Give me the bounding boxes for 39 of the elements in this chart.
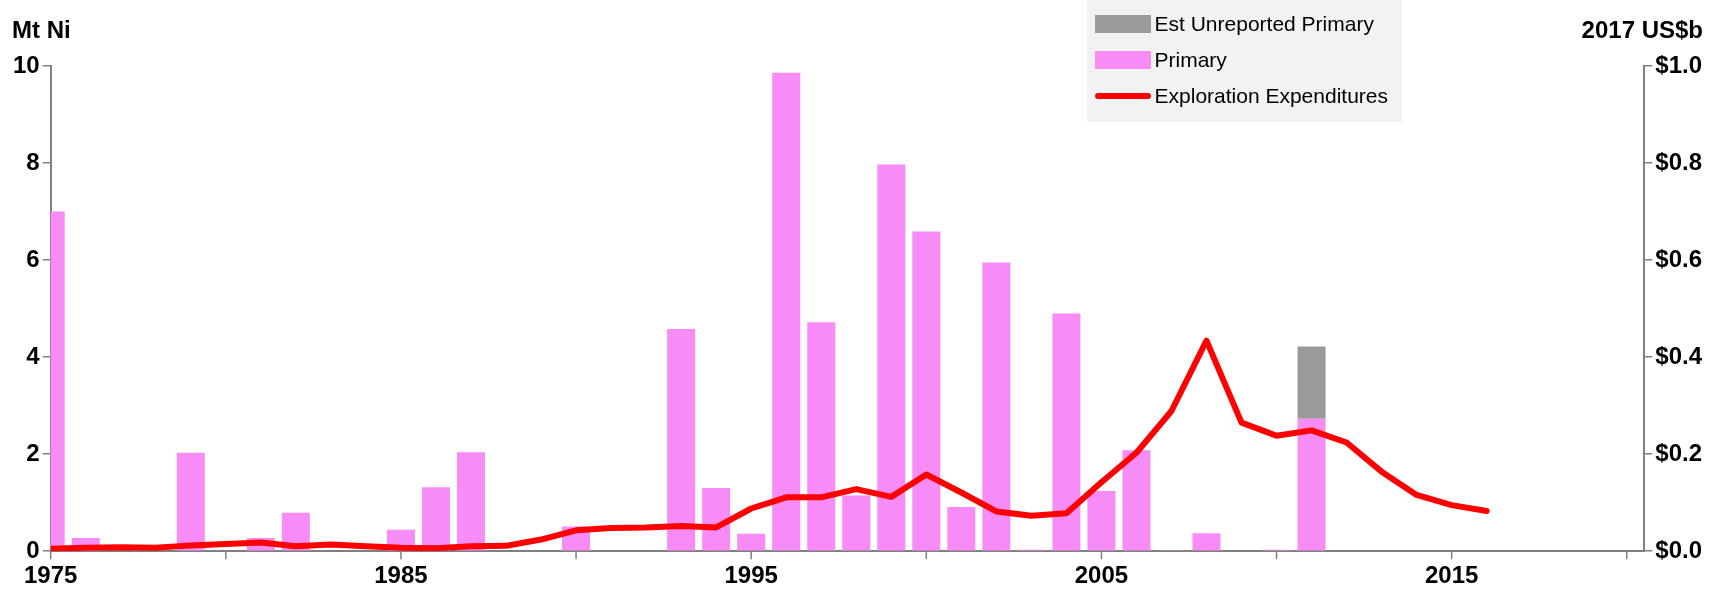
bar (1087, 491, 1116, 551)
x-tick-label: 2005 (1074, 561, 1129, 589)
bar (947, 507, 976, 551)
y2-tick-label: $0.4 (1655, 341, 1703, 369)
bar (772, 72, 801, 551)
bar (807, 322, 836, 551)
y2-axis-title: 2017 US$b (1581, 15, 1703, 43)
bar (737, 533, 766, 551)
y2-tick-label: $0.6 (1655, 244, 1703, 272)
bar (1297, 418, 1326, 551)
y2-tick-label: $0.2 (1655, 438, 1703, 466)
x-tick-label: 1985 (374, 561, 428, 589)
bar (912, 231, 941, 551)
bar (1052, 313, 1081, 551)
legend-label: Est Unreported Primary (1154, 12, 1374, 36)
y-tick-label: 8 (26, 147, 40, 175)
y-axis-title: Mt Ni (12, 15, 71, 43)
x-tick-label: 1995 (724, 561, 778, 589)
x-tick-label: 1975 (24, 561, 78, 589)
bar (1122, 450, 1151, 551)
bar (456, 452, 485, 551)
y2-tick-label: $0.0 (1655, 535, 1703, 563)
legend-label: Exploration Expenditures (1154, 84, 1389, 108)
bar (176, 452, 205, 551)
bar (667, 328, 696, 551)
x-tick-label: 2015 (1424, 561, 1479, 589)
bar (877, 164, 906, 551)
bar (1297, 346, 1326, 419)
y-tick-label: 2 (26, 438, 40, 466)
y-tick-label: 6 (26, 244, 40, 272)
y2-tick-label: $1.0 (1655, 50, 1703, 78)
y-tick-label: 4 (26, 341, 41, 369)
bar (982, 262, 1011, 551)
y-tick-label: 0 (26, 535, 40, 563)
y-tick-label: 10 (12, 50, 40, 78)
y2-tick-label: $0.8 (1655, 147, 1703, 175)
bar (842, 495, 871, 551)
legend-label: Primary (1154, 48, 1227, 72)
bar (1192, 533, 1221, 551)
